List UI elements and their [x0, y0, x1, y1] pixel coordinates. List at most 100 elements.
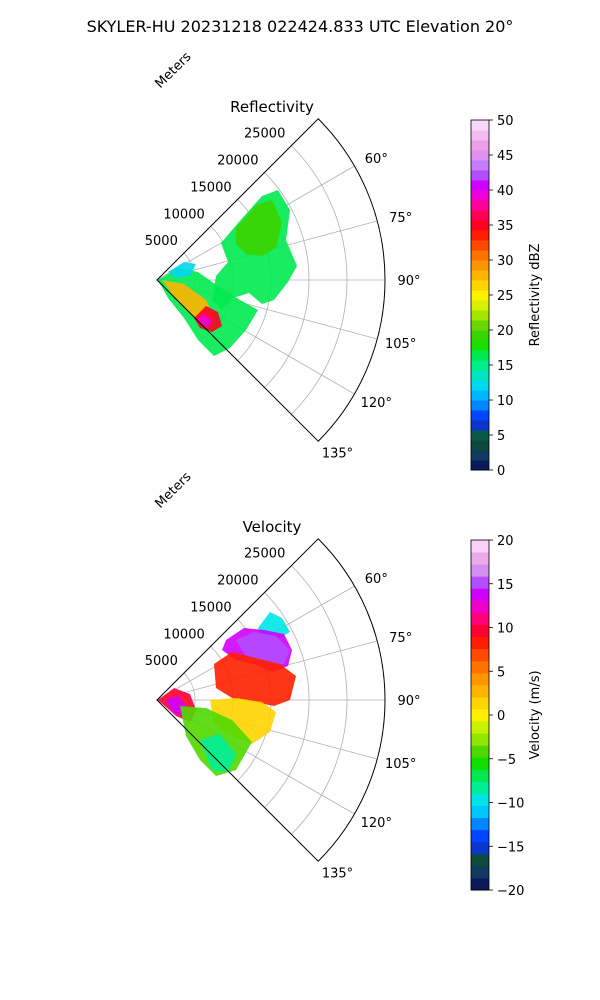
colorbar-segment — [471, 270, 489, 281]
r-tick-label: 5000 — [145, 654, 178, 669]
colorbar-tick-label: 10 — [497, 622, 514, 637]
colorbar-segment — [471, 140, 489, 151]
colorbar-tick-label: −20 — [497, 884, 524, 899]
echo-region — [236, 632, 290, 664]
colorbar-tick-label: 20 — [497, 324, 514, 339]
colorbar-segment — [471, 280, 489, 291]
colorbar: −20 −15 −10 −5 0 5 10 15 20 Velocity (m/s) — [470, 534, 543, 899]
colorbar-segment — [471, 600, 489, 613]
figure-title: SKYLER-HU 20231218 022424.833 UTC Elevat… — [87, 17, 514, 36]
colorbar-segment — [471, 853, 489, 867]
colorbar-tick-label: 35 — [497, 219, 514, 234]
colorbar-segment — [471, 170, 489, 181]
colorbar-segment — [471, 230, 489, 241]
colorbar-segment — [471, 180, 489, 191]
colorbar-segment — [471, 877, 489, 891]
colorbar-tick-label: −10 — [497, 797, 524, 812]
colorbar-segment — [471, 330, 489, 341]
colorbar-segment — [471, 200, 489, 211]
colorbar-segment — [471, 290, 489, 301]
colorbar-segment — [471, 757, 489, 770]
theta-tick-label: 60° — [365, 152, 388, 167]
colorbar-segment — [471, 210, 489, 221]
radial-axis-label: Meters — [152, 469, 194, 511]
colorbar-segment — [471, 733, 489, 746]
colorbar-segment — [471, 350, 489, 361]
colorbar-segment — [471, 440, 489, 451]
polar-frame — [156, 538, 386, 862]
theta-tick-label: 105° — [385, 757, 416, 772]
echo-region — [210, 698, 276, 744]
colorbar-tick-label: 10 — [497, 394, 514, 409]
r-tick-label: 5000 — [145, 234, 178, 249]
colorbar-segment — [471, 150, 489, 161]
colorbar-segment — [471, 190, 489, 201]
colorbar-segment — [471, 588, 489, 601]
colorbar-segment — [471, 310, 489, 321]
colorbar-segment — [471, 240, 489, 251]
echo-region — [236, 200, 282, 256]
panels: Reflectivity500010000150002000025000Mete… — [145, 49, 543, 899]
colorbar-tick-label: 45 — [497, 149, 514, 164]
colorbar-segment — [471, 672, 489, 686]
echo-region — [214, 652, 296, 706]
colorbar-segment — [471, 612, 489, 625]
panel-reflectivity: Reflectivity 5000 10000 15000 20000 25000 Mete… — [145, 49, 543, 479]
colorbar-tick-label: 0 — [497, 464, 505, 479]
echo-region — [168, 262, 196, 278]
r-tick-label: 25000 — [244, 547, 285, 562]
panel-title: Velocity — [243, 518, 302, 536]
r-tick-label: 10000 — [163, 207, 204, 222]
colorbar-segment — [471, 564, 489, 577]
colorbar-segment — [471, 340, 489, 351]
colorbar-segment — [471, 829, 489, 843]
theta-tick-label: 105° — [385, 337, 416, 352]
colorbar-segment — [471, 624, 489, 638]
colorbar: 0 5 10 15 20 25 30 35 40 45 50 Reflectivity dBZ — [470, 114, 543, 479]
colorbar-segment — [471, 370, 489, 381]
theta-tick-label: 120° — [361, 396, 392, 411]
r-tick-label: 10000 — [163, 627, 204, 642]
theta-tick-label: 75° — [389, 211, 412, 226]
colorbar-segment — [471, 841, 489, 855]
r-tick-label: 20000 — [217, 574, 258, 589]
colorbar-tick-label: 0 — [497, 709, 505, 724]
colorbar-segment — [471, 817, 489, 831]
colorbar-tick-label: −15 — [497, 840, 524, 855]
colorbar-segment — [471, 769, 489, 782]
colorbar-segment — [471, 793, 489, 807]
panel-velocity: Velocity 5000 10000 15000 20000 25000 Meters 60… — [145, 469, 543, 899]
colorbar-label: Velocity (m/s) — [528, 670, 543, 759]
colorbar-tick-label: 25 — [497, 289, 514, 304]
colorbar-segment — [471, 745, 489, 758]
colorbar-segment — [471, 300, 489, 311]
r-tick-label: 15000 — [190, 600, 231, 615]
colorbar-segment — [471, 410, 489, 421]
colorbar-segment — [471, 450, 489, 461]
theta-tick-label: 90° — [397, 274, 420, 289]
colorbar-segment — [471, 648, 489, 662]
r-tick-label: 15000 — [190, 180, 231, 195]
theta-tick-label: 75° — [389, 631, 412, 646]
colorbar-segment — [471, 696, 489, 710]
colorbar-segment — [471, 684, 489, 698]
colorbar-tick-label: 20 — [497, 534, 514, 549]
panel-title: Reflectivity — [230, 98, 314, 116]
polar-frame — [156, 118, 386, 442]
colorbar-segment — [471, 430, 489, 441]
colorbar-segment — [471, 540, 489, 553]
theta-tick-label: 135° — [322, 867, 353, 882]
colorbar-segment — [471, 420, 489, 431]
colorbar-segment — [471, 552, 489, 565]
theta-tick-label: 120° — [361, 816, 392, 831]
theta-tick-label: 60° — [365, 572, 388, 587]
colorbar-segment — [471, 576, 489, 589]
colorbar-segment — [471, 360, 489, 371]
colorbar-segment — [471, 130, 489, 141]
colorbar-tick-label: 15 — [497, 578, 514, 593]
colorbar-segment — [471, 220, 489, 231]
colorbar-tick-label: 50 — [497, 114, 514, 129]
colorbar-tick-label: −5 — [497, 753, 516, 768]
colorbar-segment — [471, 380, 489, 391]
echo-region — [200, 734, 236, 772]
